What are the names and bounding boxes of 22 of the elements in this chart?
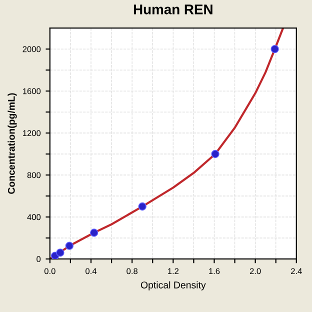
point: [211, 150, 220, 158]
x-tick-label: 0.4: [86, 268, 97, 274]
y-tick-label: 400: [27, 214, 41, 220]
x-axis-title: Optical Density: [140, 281, 206, 290]
point: [90, 228, 98, 237]
point: [56, 248, 64, 257]
x-tick-label: 1.6: [209, 268, 220, 274]
x-tick-label: 0.0: [44, 268, 56, 274]
y-tick-label: 1200: [22, 130, 41, 136]
y-tick-label: 2000: [22, 46, 41, 52]
y-tick-label: 1600: [22, 88, 41, 94]
point: [65, 242, 74, 250]
y-tick-label: 0: [36, 256, 41, 262]
x-tick-label: 0.8: [126, 268, 138, 274]
x-tick-label: 1.2: [168, 268, 179, 274]
y-tick-label: 800: [27, 172, 41, 178]
x-tick-label: 2.0: [250, 268, 261, 274]
chart-title: Human REN: [134, 4, 212, 14]
x-tick-label: 2.4: [291, 268, 302, 274]
point: [138, 202, 146, 211]
point: [270, 44, 279, 54]
y-axis-title: Concentration(pg/mL): [8, 93, 17, 194]
